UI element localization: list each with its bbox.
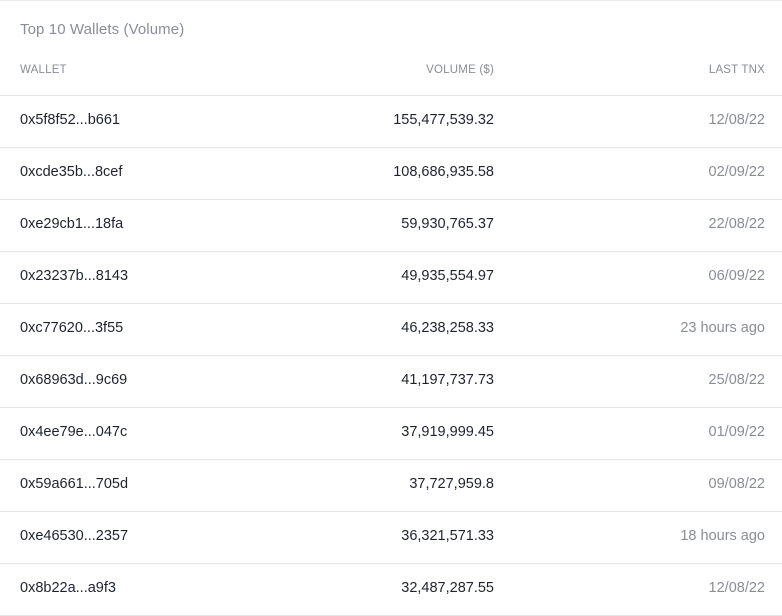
wallet-address[interactable]: 0xe46530...2357	[20, 528, 129, 544]
card-title: Top 10 Wallets (Volume)	[20, 21, 185, 38]
wallet-volume: 46,238,258.33	[401, 320, 494, 336]
wallet-volume: 37,727,959.8	[409, 476, 494, 492]
column-header-wallet: WALLET	[20, 64, 67, 76]
wallet-address[interactable]: 0x8b22a...a9f3	[20, 580, 116, 596]
table-row[interactable]: 0x59a661...705d 37,727,959.8 09/08/22	[0, 460, 782, 512]
table-header: WALLET VOLUME ($) LAST TNX	[0, 53, 782, 96]
wallet-volume: 49,935,554.97	[401, 268, 494, 284]
wallet-volume: 37,919,999.45	[401, 424, 494, 440]
last-transaction: 12/08/22	[708, 112, 765, 128]
wallet-address[interactable]: 0x23237b...8143	[20, 268, 129, 284]
table-row[interactable]: 0xe29cb1...18fa 59,930,765.37 22/08/22	[0, 200, 782, 252]
last-transaction: 18 hours ago	[680, 528, 765, 544]
wallet-address[interactable]: 0x4ee79e...047c	[20, 424, 128, 440]
last-transaction: 02/09/22	[708, 164, 765, 180]
wallet-address[interactable]: 0xc77620...3f55	[20, 320, 124, 336]
wallet-volume: 108,686,935.58	[393, 164, 494, 180]
wallet-volume: 32,487,287.55	[401, 580, 494, 596]
wallet-volume: 41,197,737.73	[401, 372, 494, 388]
wallets-table: WALLET VOLUME ($) LAST TNX 0x5f8f52...b6…	[0, 53, 782, 616]
last-transaction: 01/09/22	[708, 424, 765, 440]
wallet-volume: 36,321,571.33	[401, 528, 494, 544]
column-header-volume: VOLUME ($)	[426, 64, 494, 76]
table-row[interactable]: 0x8b22a...a9f3 32,487,287.55 12/08/22	[0, 564, 782, 616]
wallet-volume: 155,477,539.32	[393, 112, 494, 128]
wallet-address[interactable]: 0x68963d...9c69	[20, 372, 128, 388]
last-transaction: 12/08/22	[708, 580, 765, 596]
table-row[interactable]: 0x68963d...9c69 41,197,737.73 25/08/22	[0, 356, 782, 408]
last-transaction: 09/08/22	[708, 476, 765, 492]
table-row[interactable]: 0x5f8f52...b661 155,477,539.32 12/08/22	[0, 96, 782, 148]
table-row[interactable]: 0xcde35b...8cef 108,686,935.58 02/09/22	[0, 148, 782, 200]
last-transaction: 25/08/22	[708, 372, 765, 388]
wallet-address[interactable]: 0x59a661...705d	[20, 476, 129, 492]
last-transaction: 06/09/22	[708, 268, 765, 284]
last-transaction: 23 hours ago	[680, 320, 765, 336]
table-row[interactable]: 0x23237b...8143 49,935,554.97 06/09/22	[0, 252, 782, 304]
table-row[interactable]: 0xe46530...2357 36,321,571.33 18 hours a…	[0, 512, 782, 564]
wallet-address[interactable]: 0xcde35b...8cef	[20, 164, 123, 180]
wallet-address[interactable]: 0x5f8f52...b661	[20, 112, 120, 128]
last-transaction: 22/08/22	[708, 216, 765, 232]
column-header-last-tnx: LAST TNX	[708, 64, 765, 76]
wallet-address[interactable]: 0xe29cb1...18fa	[20, 216, 124, 232]
table-row[interactable]: 0x4ee79e...047c 37,919,999.45 01/09/22	[0, 408, 782, 460]
wallet-volume: 59,930,765.37	[401, 216, 494, 232]
table-row[interactable]: 0xc77620...3f55 46,238,258.33 23 hours a…	[0, 304, 782, 356]
